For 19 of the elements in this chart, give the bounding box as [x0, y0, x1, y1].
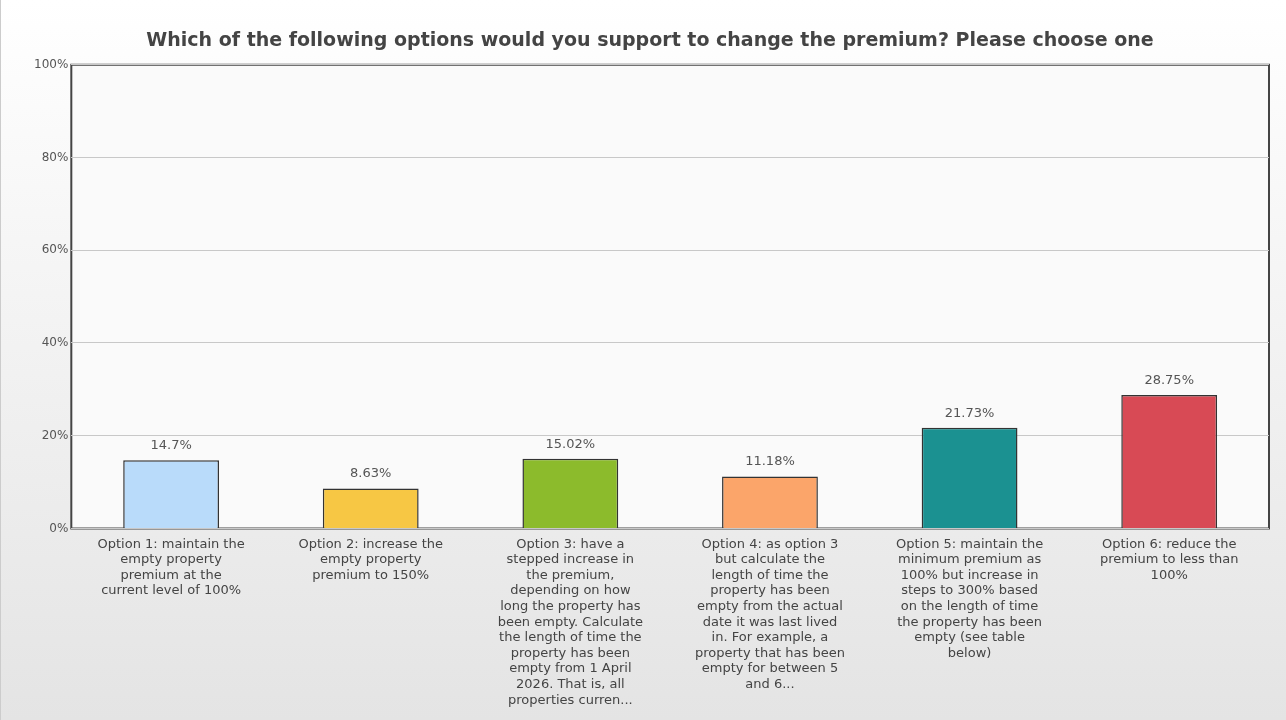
- category-label: Option 3: have a stepped increase in the premium, depending on how long the property has been empty. Calculate the length of time the property has been empty from 1 April 2026. That is, all properties curren...: [497, 535, 644, 707]
- y-tick-label: 0%: [49, 520, 69, 535]
- y-tick-label: 40%: [41, 335, 69, 350]
- data-label: 11.18%: [745, 453, 795, 469]
- data-label: 14.7%: [150, 437, 192, 453]
- x-tick-label: Option 6: reduce the premium to less than 100%: [1099, 535, 1239, 582]
- data-label: 28.75%: [1144, 371, 1194, 387]
- y-tick-label: 60%: [41, 242, 69, 257]
- category-label: Option 4: as option 3 but calculate the length of time the property has been empty from the actual date it was last lived in. For example, a property that has been empty for between 5 and 6...: [695, 535, 845, 691]
- y-tick-label: 100%: [33, 56, 69, 71]
- x-tick-label: Option 1: maintain the empty property premium at the current level of 100%: [97, 535, 245, 598]
- x-tick-label: Option 2: increase the empty property premium to 150%: [298, 535, 444, 582]
- y-tick-label: 20%: [41, 427, 69, 442]
- x-tick-label: Option 5: maintain the minimum premium as 100% but increase in steps to 300% based on the length of time the property has been empty (see table below): [895, 535, 1044, 660]
- y-tick-label: 80%: [41, 149, 69, 164]
- chart-title: Which of the following options would you support to change the premium? Please choose one: [146, 28, 1154, 51]
- data-label: 8.63%: [350, 465, 392, 481]
- data-label: 21.73%: [944, 404, 995, 420]
- data-label: 15.02%: [545, 435, 596, 451]
